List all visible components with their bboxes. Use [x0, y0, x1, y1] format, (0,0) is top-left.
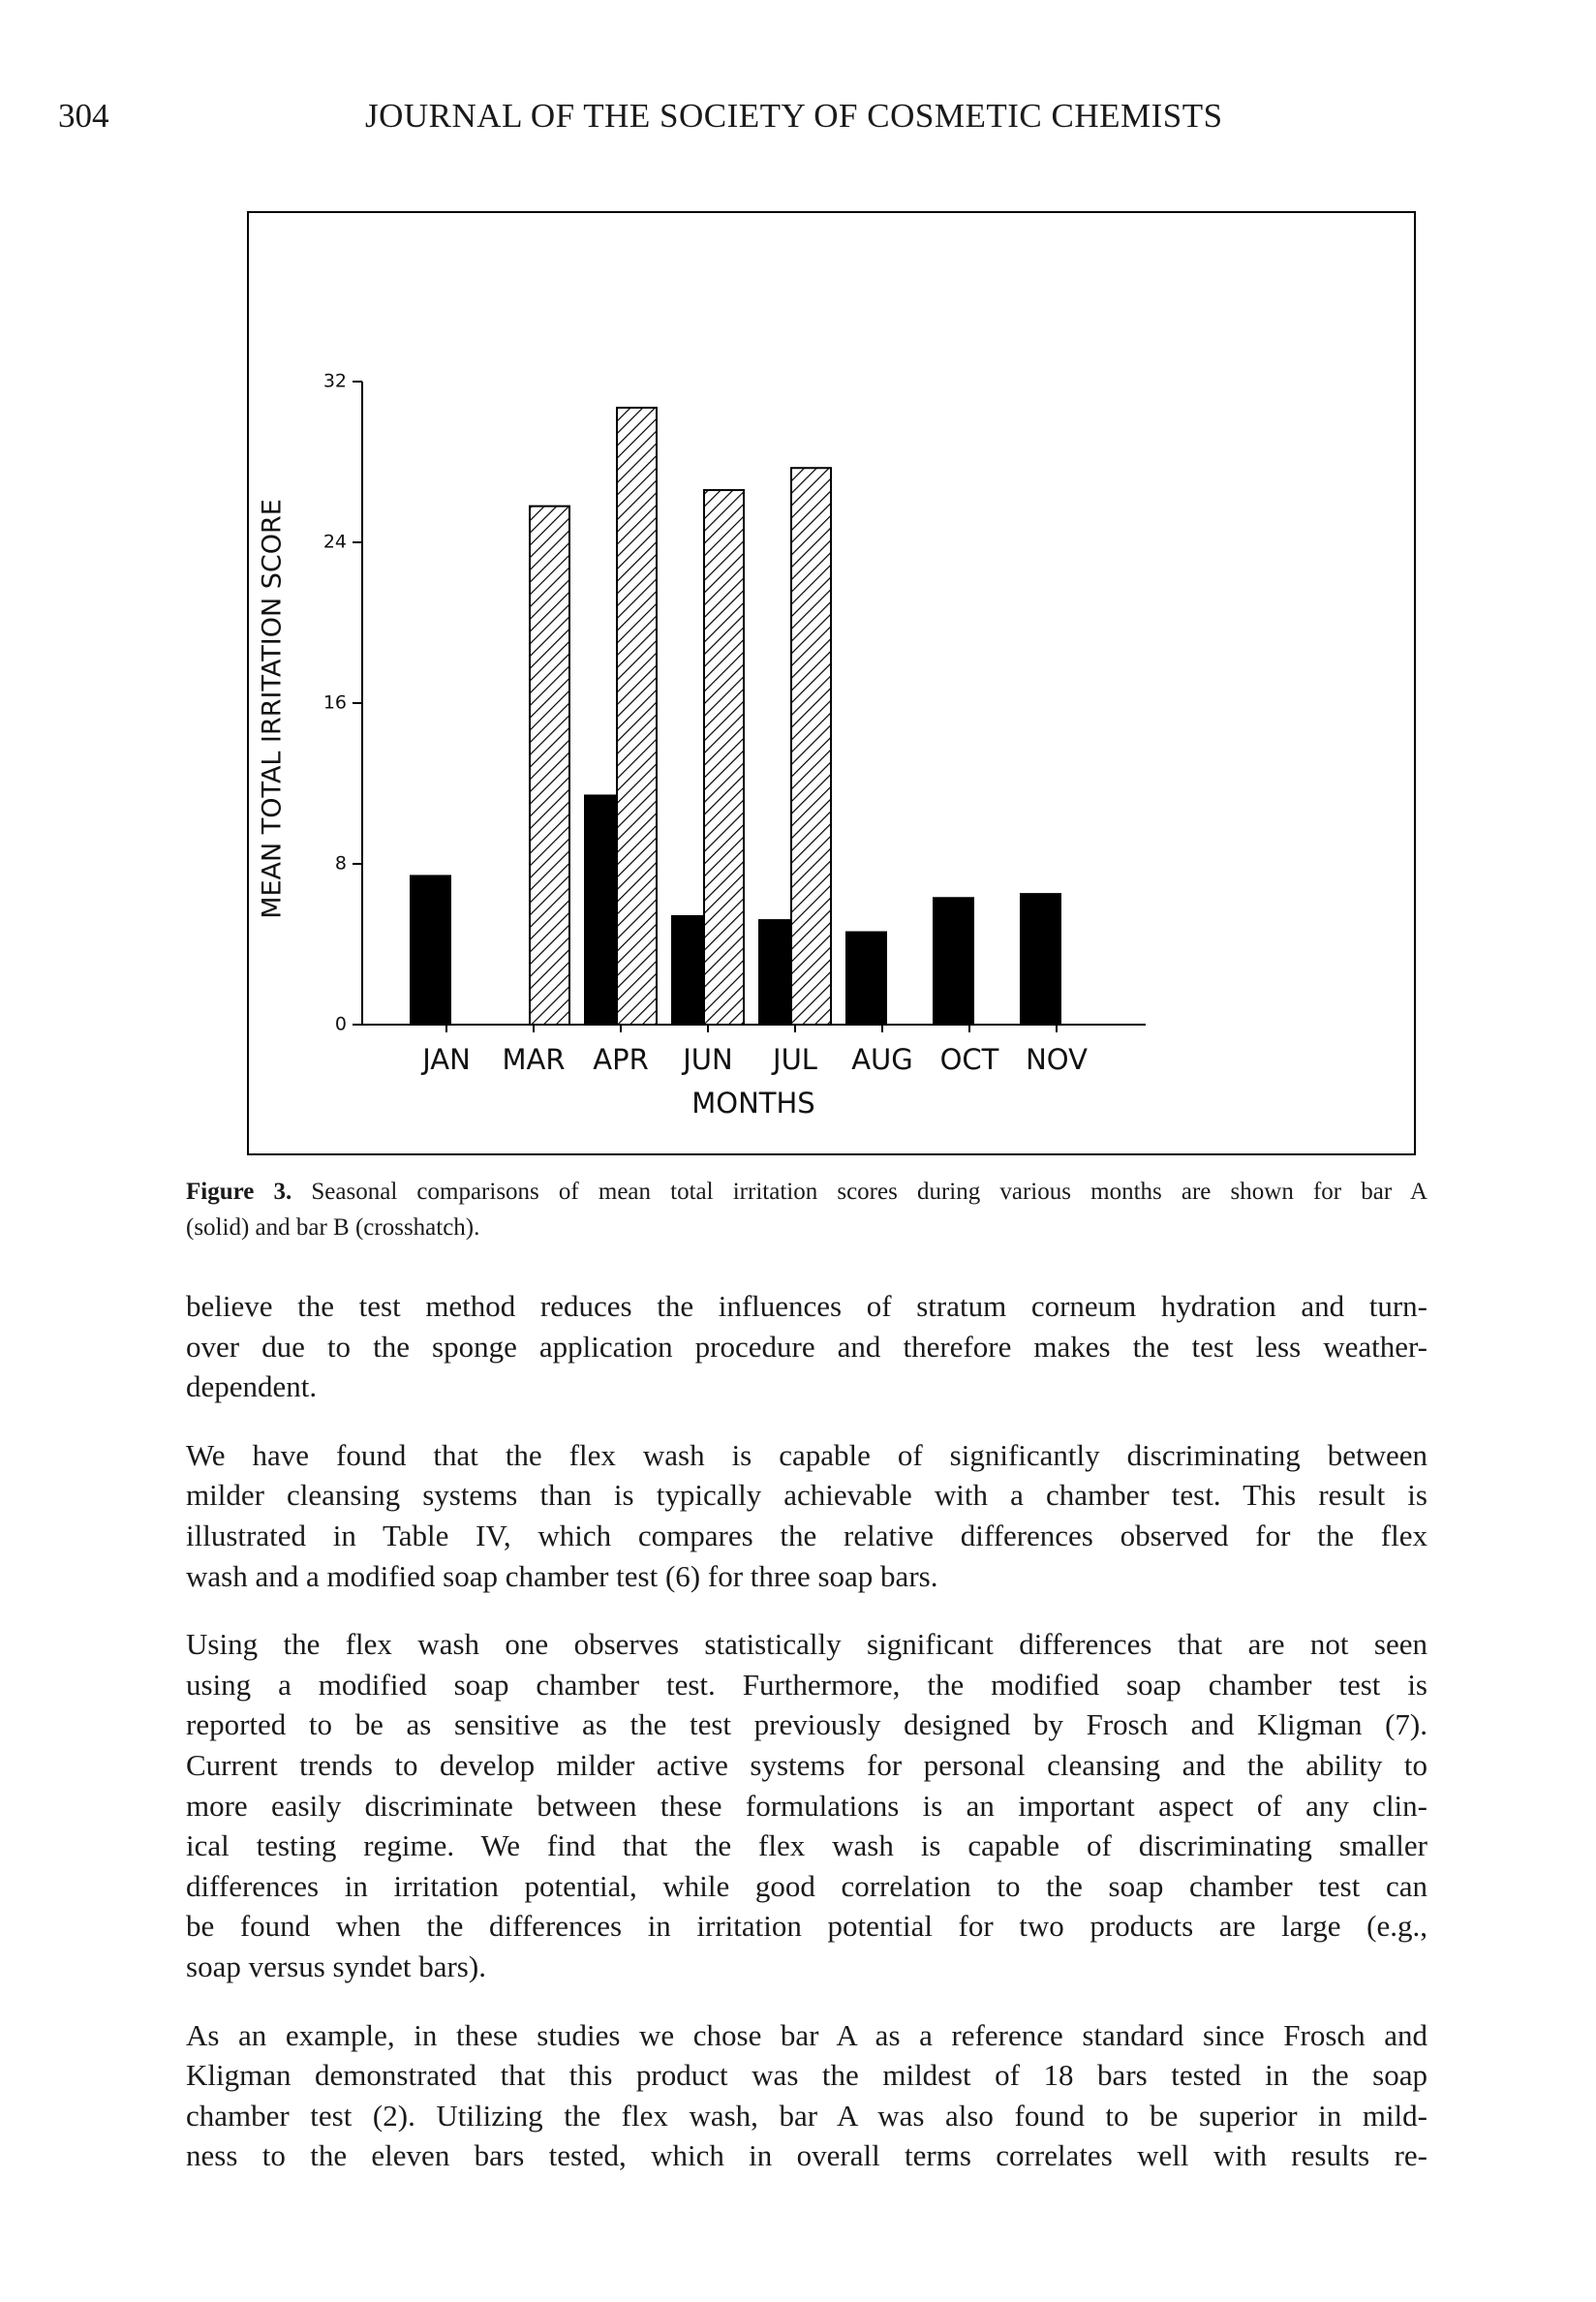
paragraph: We have found that the flex wash is capa…: [186, 1435, 1427, 1596]
bar: [616, 406, 658, 1027]
x-tick-label: JUL: [771, 1043, 817, 1076]
bar: [790, 467, 832, 1027]
figure-caption: Figure 3. Seasonal comparisons of mean t…: [186, 1174, 1427, 1245]
text-line: ness to the eleven bars tested, which in…: [186, 2138, 1427, 2173]
paragraph: believe the test method reduces the infl…: [186, 1286, 1427, 1407]
journal-title: JOURNAL OF THE SOCIETY OF COSMETIC CHEMI…: [365, 97, 1223, 135]
y-tick-label: 8: [335, 853, 347, 875]
x-tick-label: OCT: [940, 1043, 999, 1076]
y-tick-label: 32: [323, 371, 347, 392]
text-line: milder cleansing systems than is typical…: [186, 1478, 1427, 1513]
text-line: be found when the differences in irritat…: [186, 1909, 1427, 1944]
page-number: 304: [58, 97, 109, 135]
bar: [410, 875, 451, 1027]
text-line: over due to the sponge application proce…: [186, 1329, 1427, 1364]
chart: MEAN TOTAL IRRITATION SCORE MONTHS 0 8 16 2…: [247, 211, 1416, 1155]
x-tick-label: JUN: [681, 1043, 732, 1076]
bar: [703, 489, 745, 1026]
text-line: As an example, in these studies we chose…: [186, 2017, 1427, 2052]
text-line: Current trends to develop milder active …: [186, 1747, 1427, 1782]
bar: [845, 931, 887, 1026]
text-line: illustrated in Table IV, which compares …: [186, 1518, 1427, 1552]
x-tick-label: MAR: [502, 1043, 565, 1076]
y-tick-label: 24: [323, 532, 347, 553]
text-line: more easily discriminate between these f…: [186, 1788, 1427, 1823]
text-line: Kligman demonstrated that this product w…: [186, 2058, 1427, 2093]
x-tick-label: NOV: [1026, 1043, 1088, 1076]
text-line: reported to be as sensitive as the test …: [186, 1707, 1427, 1742]
text-line: differences in irritation potential, whi…: [186, 1868, 1427, 1903]
paragraph: Using the flex wash one observes statist…: [186, 1624, 1427, 1986]
paragraph: As an example, in these studies we chose…: [186, 2015, 1427, 2176]
caption-line: Figure 3. Seasonal comparisons of mean t…: [186, 1174, 1427, 1210]
y-tick-label: 16: [323, 692, 347, 714]
text-line: ical testing regime. We find that the fl…: [186, 1828, 1427, 1863]
bar: [1020, 893, 1061, 1026]
bar: [529, 505, 570, 1026]
y-axis-label: MEAN TOTAL IRRITATION SCORE: [258, 499, 288, 919]
caption-text: (solid) and bar B (crosshatch).: [186, 1214, 480, 1241]
text-line: believe the test method reduces the infl…: [186, 1289, 1427, 1323]
caption-label: Figure 3.: [186, 1179, 292, 1205]
text-line: using a modified soap chamber test. Furt…: [186, 1667, 1427, 1702]
text-line: chamber test (2). Utilizing the flex was…: [186, 2098, 1427, 2133]
text-line: We have found that the flex wash is capa…: [186, 1437, 1427, 1472]
y-tick-label: 0: [335, 1014, 347, 1035]
body-text: believe the test method reduces the infl…: [186, 1286, 1427, 2204]
caption-line: (solid) and bar B (crosshatch).: [186, 1210, 1427, 1245]
text-line: wash and a modified soap chamber test (6…: [186, 1558, 938, 1593]
x-tick-label: JAN: [420, 1043, 471, 1076]
x-axis-label: MONTHS: [691, 1087, 814, 1120]
text-line: Using the flex wash one observes statist…: [186, 1627, 1427, 1662]
figure-frame: [247, 211, 1416, 1155]
text-line: dependent.: [186, 1369, 318, 1404]
x-tick-label: APR: [593, 1043, 648, 1076]
x-tick-label: AUG: [851, 1043, 913, 1076]
text-line: soap versus syndet bars).: [186, 1949, 486, 1983]
caption-text: Seasonal comparisons of mean total irrit…: [311, 1179, 1427, 1205]
bar: [933, 897, 974, 1027]
